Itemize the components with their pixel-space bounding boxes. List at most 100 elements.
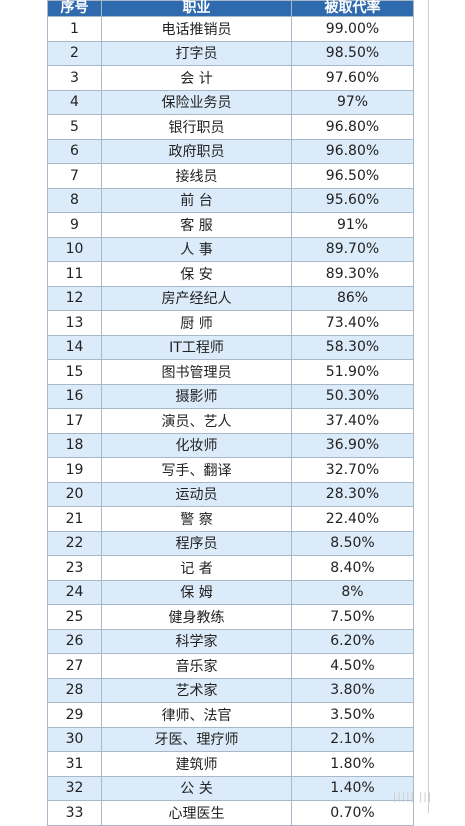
row-number: 29 <box>47 702 102 728</box>
row-number: 5 <box>47 114 102 140</box>
table-row: 25 健身教练 7.50% <box>47 604 414 630</box>
table-row: 18 化妆师 36.90% <box>47 432 414 458</box>
row-occupation: 化妆师 <box>101 432 292 458</box>
watermark: ||||| ||| <box>393 792 433 803</box>
row-rate: 1.80% <box>291 751 414 777</box>
row-number: 24 <box>47 579 102 605</box>
row-occupation: 政府职员 <box>101 138 292 164</box>
table-row: 12 房产经纪人 86% <box>47 285 414 311</box>
row-rate: 98.50% <box>291 40 414 66</box>
table-row: 30 牙医、理疗师 2.10% <box>47 726 414 752</box>
row-rate: 6.20% <box>291 628 414 654</box>
table-row: 14 IT工程师 58.30% <box>47 334 414 360</box>
table-row: 32 公 关 1.40% <box>47 775 414 801</box>
row-number: 26 <box>47 628 102 654</box>
row-rate: 37.40% <box>291 408 414 434</box>
row-occupation: 厨 师 <box>101 310 292 336</box>
row-number: 19 <box>47 457 102 483</box>
table-row: 20 运动员 28.30% <box>47 481 414 507</box>
row-occupation: 演员、艺人 <box>101 408 292 434</box>
replacement-rate-table: 序号 职业 被取代率 1 电话推销员 99.00% 2 打字员 98.50% 3 会 计 97.… <box>47 0 414 826</box>
row-rate: 36.90% <box>291 432 414 458</box>
row-rate: 91% <box>291 212 414 238</box>
row-number: 30 <box>47 726 102 752</box>
table-header-row: 序号 职业 被取代率 <box>47 0 414 17</box>
row-rate: 86% <box>291 285 414 311</box>
row-occupation: 运动员 <box>101 481 292 507</box>
table-row: 31 建筑师 1.80% <box>47 751 414 777</box>
row-occupation: 会 计 <box>101 65 292 91</box>
row-number: 17 <box>47 408 102 434</box>
table-row: 17 演员、艺人 37.40% <box>47 408 414 434</box>
row-number: 16 <box>47 383 102 409</box>
row-occupation: 音乐家 <box>101 653 292 679</box>
table-row: 1 电话推销员 99.00% <box>47 16 414 42</box>
table-row: 21 警 察 22.40% <box>47 506 414 532</box>
row-rate: 8.50% <box>291 530 414 556</box>
row-occupation: 牙医、理疗师 <box>101 726 292 752</box>
table-row: 5 银行职员 96.80% <box>47 114 414 140</box>
table-row: 26 科学家 6.20% <box>47 628 414 654</box>
header-occupation: 职业 <box>101 0 292 17</box>
row-rate: 8% <box>291 579 414 605</box>
table-row: 19 写手、翻译 32.70% <box>47 457 414 483</box>
table-row: 7 接线员 96.50% <box>47 163 414 189</box>
row-occupation: 保 姆 <box>101 579 292 605</box>
row-number: 6 <box>47 138 102 164</box>
table-row: 22 程序员 8.50% <box>47 530 414 556</box>
row-occupation: 科学家 <box>101 628 292 654</box>
row-rate: 3.80% <box>291 677 414 703</box>
row-occupation: 银行职员 <box>101 114 292 140</box>
row-number: 12 <box>47 285 102 311</box>
row-occupation: 摄影师 <box>101 383 292 409</box>
row-number: 21 <box>47 506 102 532</box>
row-number: 14 <box>47 334 102 360</box>
row-number: 3 <box>47 65 102 91</box>
row-number: 27 <box>47 653 102 679</box>
table-row: 11 保 安 89.30% <box>47 261 414 287</box>
row-rate: 7.50% <box>291 604 414 630</box>
row-number: 9 <box>47 212 102 238</box>
table-row: 6 政府职员 96.80% <box>47 138 414 164</box>
table-row: 28 艺术家 3.80% <box>47 677 414 703</box>
row-number: 32 <box>47 775 102 801</box>
row-occupation: 前 台 <box>101 187 292 213</box>
header-number: 序号 <box>47 0 102 17</box>
row-number: 4 <box>47 89 102 115</box>
row-rate: 3.50% <box>291 702 414 728</box>
row-rate: 99.00% <box>291 16 414 42</box>
row-rate: 8.40% <box>291 555 414 581</box>
row-number: 13 <box>47 310 102 336</box>
row-occupation: 程序员 <box>101 530 292 556</box>
table-row: 23 记 者 8.40% <box>47 555 414 581</box>
table-row: 10 人 事 89.70% <box>47 236 414 262</box>
row-number: 22 <box>47 530 102 556</box>
row-occupation: 写手、翻译 <box>101 457 292 483</box>
table-row: 16 摄影师 50.30% <box>47 383 414 409</box>
row-rate: 96.80% <box>291 114 414 140</box>
row-occupation: 警 察 <box>101 506 292 532</box>
row-occupation: 房产经纪人 <box>101 285 292 311</box>
row-number: 8 <box>47 187 102 213</box>
row-rate: 2.10% <box>291 726 414 752</box>
table-body: 1 电话推销员 99.00% 2 打字员 98.50% 3 会 计 97.60% 4 保险业务员 97… <box>47 16 414 826</box>
row-number: 25 <box>47 604 102 630</box>
row-occupation: 图书管理员 <box>101 359 292 385</box>
row-occupation: 记 者 <box>101 555 292 581</box>
row-occupation: 保险业务员 <box>101 89 292 115</box>
row-occupation: 打字员 <box>101 40 292 66</box>
row-number: 7 <box>47 163 102 189</box>
row-number: 28 <box>47 677 102 703</box>
row-rate: 51.90% <box>291 359 414 385</box>
row-rate: 73.40% <box>291 310 414 336</box>
row-rate: 28.30% <box>291 481 414 507</box>
table-row: 4 保险业务员 97% <box>47 89 414 115</box>
row-number: 18 <box>47 432 102 458</box>
row-occupation: 健身教练 <box>101 604 292 630</box>
row-occupation: 人 事 <box>101 236 292 262</box>
row-rate: 1.40% <box>291 775 414 801</box>
row-occupation: 客 服 <box>101 212 292 238</box>
row-number: 10 <box>47 236 102 262</box>
